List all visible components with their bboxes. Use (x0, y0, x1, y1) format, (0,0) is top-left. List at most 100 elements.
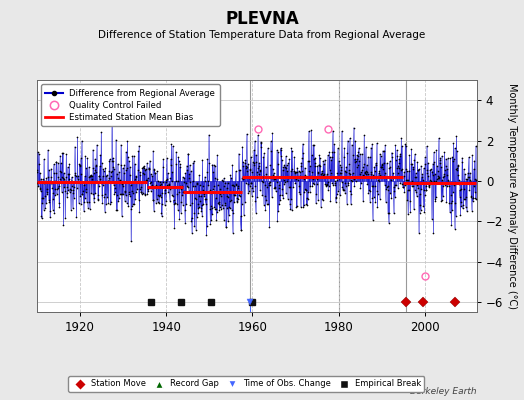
Point (313, 176, 321, 182)
Point (291, 176, 300, 182)
Point (222, 193, 231, 200)
Point (274, 160, 282, 167)
Point (251, 198, 259, 204)
Point (253, 193, 261, 200)
Point (220, 183, 228, 190)
Point (97, 192, 106, 198)
Point (384, 210, 392, 216)
Point (72, 214, 81, 220)
Point (243, 168, 252, 174)
Point (430, 159, 439, 166)
Point (115, 169, 123, 175)
Point (54, 160, 62, 166)
Point (78, 191, 86, 197)
Point (152, 185, 160, 191)
Point (428, 168, 436, 175)
Point (216, 189, 225, 196)
Point (266, 179, 274, 186)
Point (471, 189, 479, 195)
Point (269, 172, 277, 179)
Point (290, 154, 298, 160)
Point (289, 184, 297, 190)
Point (337, 164, 345, 170)
Point (435, 175, 444, 182)
Point (179, 189, 188, 196)
Point (204, 188, 212, 195)
Point (463, 208, 471, 214)
Point (233, 198, 242, 204)
Point (241, 160, 249, 166)
Point (84, 174, 93, 180)
Point (221, 180, 230, 186)
Point (49, 161, 58, 168)
Point (436, 155, 445, 161)
Point (259, 154, 267, 160)
Point (351, 156, 359, 162)
Point (370, 168, 379, 174)
Point (109, 158, 117, 164)
Point (464, 174, 473, 180)
Point (157, 210, 166, 216)
Point (332, 199, 340, 206)
Point (329, 174, 337, 180)
Point (214, 200, 222, 206)
Point (401, 182, 409, 188)
Point (133, 178, 141, 184)
Point (420, 192, 429, 198)
Point (236, 167, 244, 174)
Point (413, 182, 421, 188)
Point (244, 161, 253, 168)
Point (139, 164, 147, 170)
Point (368, 141, 376, 147)
Point (399, 181, 408, 188)
Point (202, 196, 210, 202)
Point (442, 198, 451, 205)
Point (256, 167, 265, 174)
Point (32, 169, 41, 176)
Point (451, 213, 460, 219)
Point (131, 176, 139, 182)
Point (69, 190, 77, 197)
Point (470, 158, 478, 164)
Point (228, 182, 236, 188)
Point (339, 184, 347, 190)
Point (106, 200, 114, 207)
Point (417, 206, 425, 213)
Point (233, 199, 241, 205)
Point (52, 159, 61, 165)
Point (38, 215, 46, 222)
Point (229, 181, 237, 188)
Point (418, 171, 427, 178)
Point (57, 160, 65, 166)
Point (163, 176, 172, 182)
Point (203, 156, 212, 162)
Point (146, 157, 154, 164)
Point (242, 180, 250, 186)
Point (444, 179, 452, 185)
Point (196, 193, 205, 200)
Point (155, 200, 163, 206)
Point (297, 163, 305, 169)
Point (385, 209, 393, 216)
Point (389, 170, 398, 176)
Point (257, 144, 265, 150)
Point (72, 179, 80, 186)
Point (401, 142, 410, 149)
Point (97, 160, 106, 166)
Point (365, 186, 373, 193)
Point (298, 167, 306, 174)
Point (198, 156, 206, 163)
Point (162, 155, 171, 161)
Point (116, 190, 125, 197)
Point (454, 163, 462, 170)
Point (205, 160, 213, 166)
Point (33, 180, 41, 186)
Point (420, 186, 428, 193)
Point (125, 158, 133, 164)
Point (462, 194, 470, 201)
Point (160, 184, 168, 190)
Point (54, 183, 63, 189)
Point (204, 178, 212, 185)
Point (354, 152, 362, 159)
Point (101, 208, 109, 215)
